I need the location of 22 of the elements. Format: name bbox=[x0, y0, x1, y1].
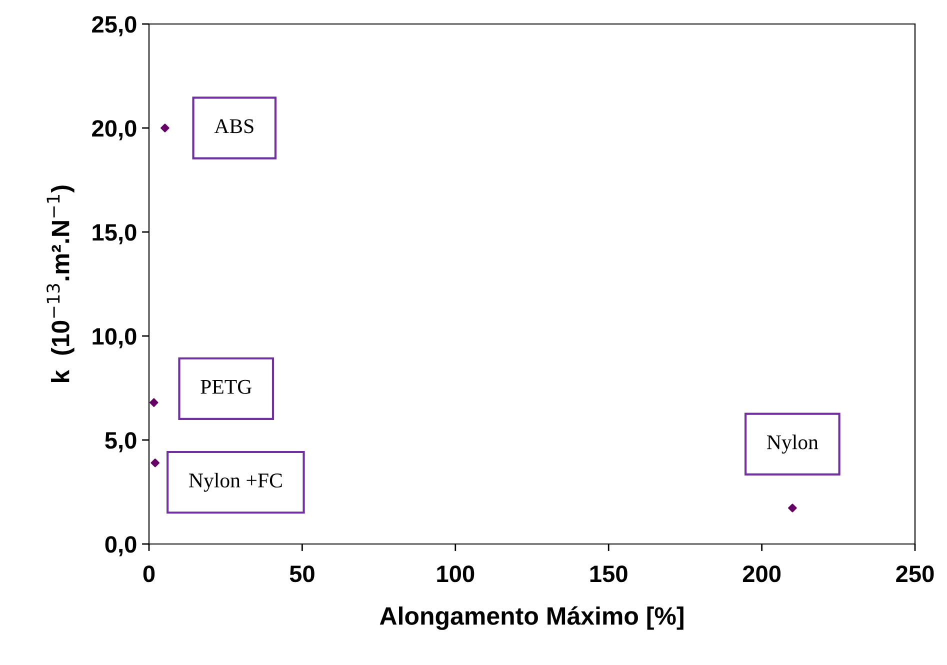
x-axis-title: Alongamento Máximo [%] bbox=[380, 606, 684, 630]
y-tick-label: 25,0 bbox=[92, 16, 136, 36]
annotation: PETG bbox=[200, 380, 252, 394]
x-tick-label: 100 bbox=[437, 565, 474, 582]
point bbox=[160, 124, 170, 132]
annotation: Nylon bbox=[766, 434, 818, 454]
point bbox=[150, 458, 160, 468]
y-tick-label: 5,0 bbox=[105, 432, 136, 452]
annotation: ABS bbox=[214, 119, 254, 134]
x-tick-label: 0 bbox=[143, 565, 155, 582]
x-tick-label: 50 bbox=[290, 565, 314, 582]
y-tick-label: 0,0 bbox=[105, 536, 136, 556]
x-tick-label: 150 bbox=[590, 565, 628, 582]
x-tick-label: 250 bbox=[896, 565, 934, 582]
y-tick-label: 10,0 bbox=[92, 328, 136, 348]
y-tick-label: 20,0 bbox=[92, 120, 136, 140]
y-tick-label: 15,0 bbox=[92, 224, 136, 244]
point bbox=[150, 398, 158, 407]
annotation: Nylon +FC bbox=[189, 472, 282, 492]
point bbox=[788, 504, 797, 512]
x-tick-label: 200 bbox=[742, 565, 781, 582]
y-axis-title: k (10$^{−13}$.m².N$^{−1}$) bbox=[46, 186, 74, 382]
